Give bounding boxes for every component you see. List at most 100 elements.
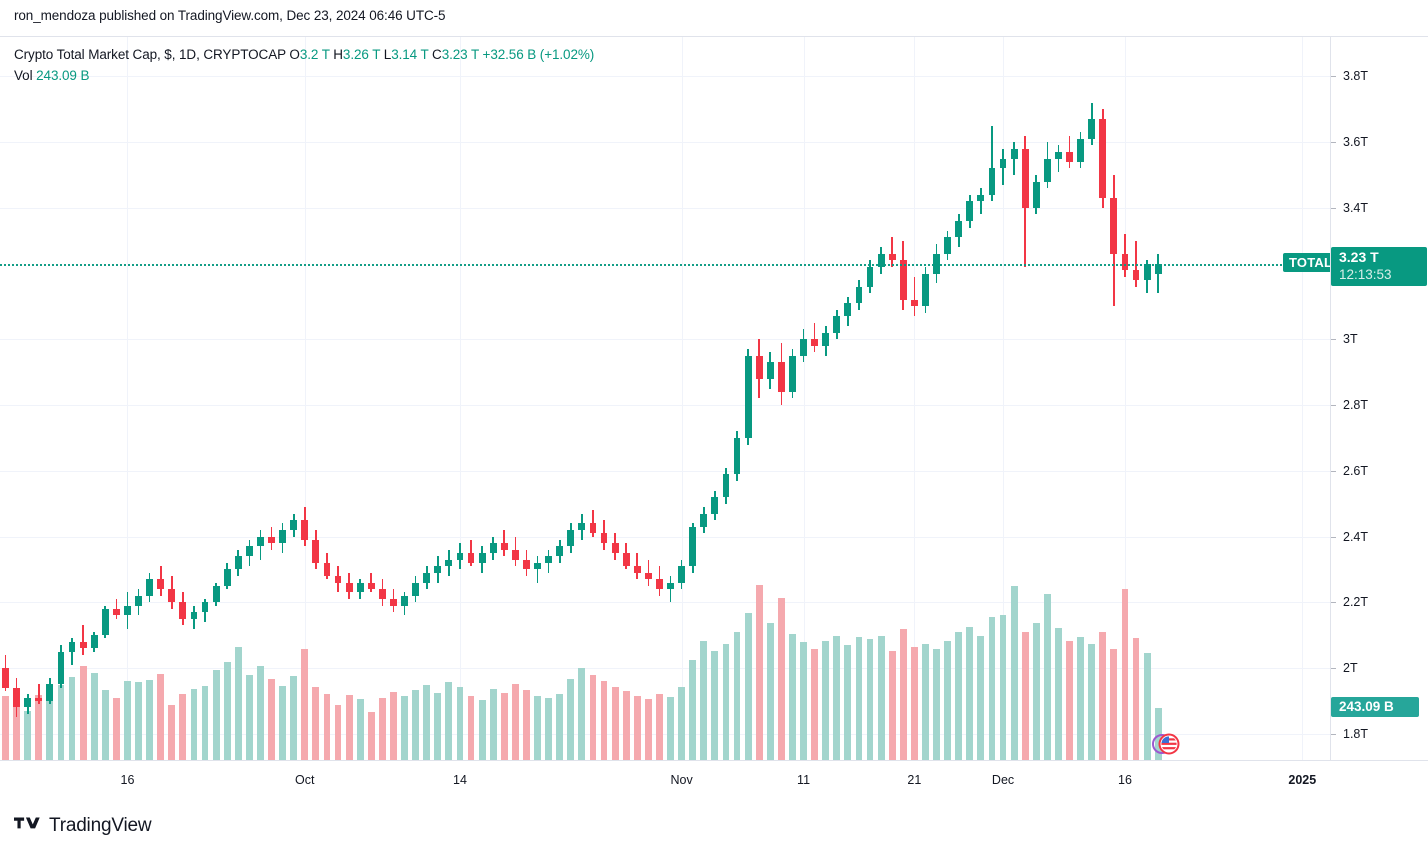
candle-body: [833, 316, 841, 333]
candle-body: [667, 582, 674, 590]
candle-body: [467, 552, 475, 563]
us-flag-icon: [1152, 733, 1180, 755]
volume-bar: [789, 634, 796, 760]
volume-bar: [434, 692, 442, 760]
price-pane[interactable]: TOTAL: [0, 37, 1330, 760]
candle-body: [168, 589, 176, 603]
candle-body: [944, 237, 952, 254]
candle-body: [500, 543, 508, 550]
candle-body: [390, 598, 397, 606]
candle-body: [1154, 263, 1162, 274]
legend-symbol[interactable]: Crypto Total Market Cap, $, 1D, CRYPTOCA…: [14, 47, 286, 62]
volume-bar: [1021, 631, 1029, 760]
candle-body: [1055, 152, 1062, 159]
candle-body: [1021, 148, 1029, 208]
candle-wick: [1068, 135, 1071, 169]
candle-body: [179, 602, 187, 619]
volume-bar: [899, 628, 907, 760]
candle-body: [90, 635, 98, 649]
volume-bar: [700, 640, 708, 760]
volume-bar: [378, 698, 386, 760]
volume-bar: [855, 637, 863, 760]
candle-body: [711, 497, 719, 514]
candle-wick: [813, 322, 816, 353]
candle-body: [35, 697, 43, 701]
candle-body: [910, 299, 918, 307]
volume-bar: [689, 659, 697, 760]
volume-bar: [844, 644, 852, 760]
time-tick-label: Nov: [670, 773, 693, 787]
volume-bar: [190, 688, 198, 760]
candle-body: [789, 355, 796, 392]
price-scale[interactable]: 3.8T 3.6T 3.4T 3T 2.8T 2.6T 2.4T 2.2T 2T 1.8T 3.23…: [1330, 37, 1428, 760]
volume-bar: [57, 685, 65, 760]
grid-line-horizontal: [0, 142, 1330, 144]
price-tick-mark: [1331, 142, 1336, 144]
grid-line-horizontal: [0, 536, 1330, 538]
price-tick-mark: [1331, 207, 1336, 209]
price-tick-label: 3.6T: [1343, 135, 1369, 150]
candle-body: [378, 589, 386, 599]
candle-body: [689, 526, 697, 567]
legend-high-value: 3.26 T: [342, 47, 381, 62]
candle-body: [423, 572, 431, 583]
grid-line-horizontal: [0, 339, 1330, 341]
candle-body: [323, 562, 331, 576]
legend-low-label: L: [383, 47, 392, 62]
volume-bar: [922, 643, 929, 760]
candle-wick: [536, 556, 539, 583]
volume-bar: [678, 687, 686, 760]
candle-wick: [82, 625, 84, 655]
volume-bar: [1066, 640, 1073, 760]
volume-bar: [977, 636, 985, 760]
candle-body: [800, 339, 807, 356]
price-tick-label: 3T: [1343, 332, 1358, 347]
candle-wick: [669, 575, 672, 603]
volume-bar: [401, 695, 408, 760]
volume-bar: [445, 682, 453, 760]
volume-bar: [146, 679, 154, 760]
volume-bar: [534, 695, 541, 760]
candle-body: [135, 595, 142, 606]
candle-body: [268, 536, 275, 544]
total-symbol-badge[interactable]: TOTAL: [1283, 252, 1330, 272]
candle-body: [844, 303, 852, 317]
price-tick-label: 2.6T: [1343, 463, 1369, 478]
tradingview-logo[interactable]: TradingView: [14, 815, 152, 837]
time-tick-label: 16: [120, 773, 135, 787]
candle-body: [955, 221, 963, 238]
volume-bar: [1154, 708, 1162, 760]
us-flag-event-marker[interactable]: [1150, 729, 1182, 760]
volume-bar: [356, 699, 364, 760]
candle-body: [157, 579, 165, 590]
grid-line-horizontal: [0, 405, 1330, 407]
volume-value-badge[interactable]: 243.09 B: [1331, 697, 1419, 718]
volume-bar: [755, 585, 763, 760]
volume-bar: [279, 686, 287, 760]
candle-body: [57, 651, 65, 685]
volume-bar: [257, 666, 264, 760]
candle-body: [367, 582, 375, 590]
candle-body: [212, 585, 220, 603]
candle-body: [79, 641, 87, 649]
candle-body: [124, 605, 131, 616]
publish-bar: ron_mendoza published on TradingView.com…: [0, 0, 1428, 30]
volume-bar: [268, 678, 275, 760]
candle-body: [101, 608, 109, 636]
tradingview-mark-icon: [14, 817, 40, 829]
volume-bar: [212, 670, 220, 760]
volume-bar: [966, 626, 974, 760]
current-price-line: [0, 263, 1330, 266]
candle-body: [722, 474, 730, 498]
volume-bar: [35, 694, 43, 760]
volume-bar: [1143, 653, 1151, 760]
candle-body: [146, 579, 154, 596]
candle-body: [290, 520, 298, 530]
volume-bar: [467, 695, 475, 760]
time-tick-label: 16: [1118, 773, 1132, 787]
time-scale[interactable]: 16 Oct 14 Nov 11 21 Dec 16 2025: [0, 760, 1428, 802]
candle-body: [811, 339, 819, 346]
current-price-badge[interactable]: 3.23 T 12:13:53: [1331, 246, 1427, 286]
volume-bar: [1121, 589, 1129, 760]
volume-bar: [345, 694, 353, 760]
